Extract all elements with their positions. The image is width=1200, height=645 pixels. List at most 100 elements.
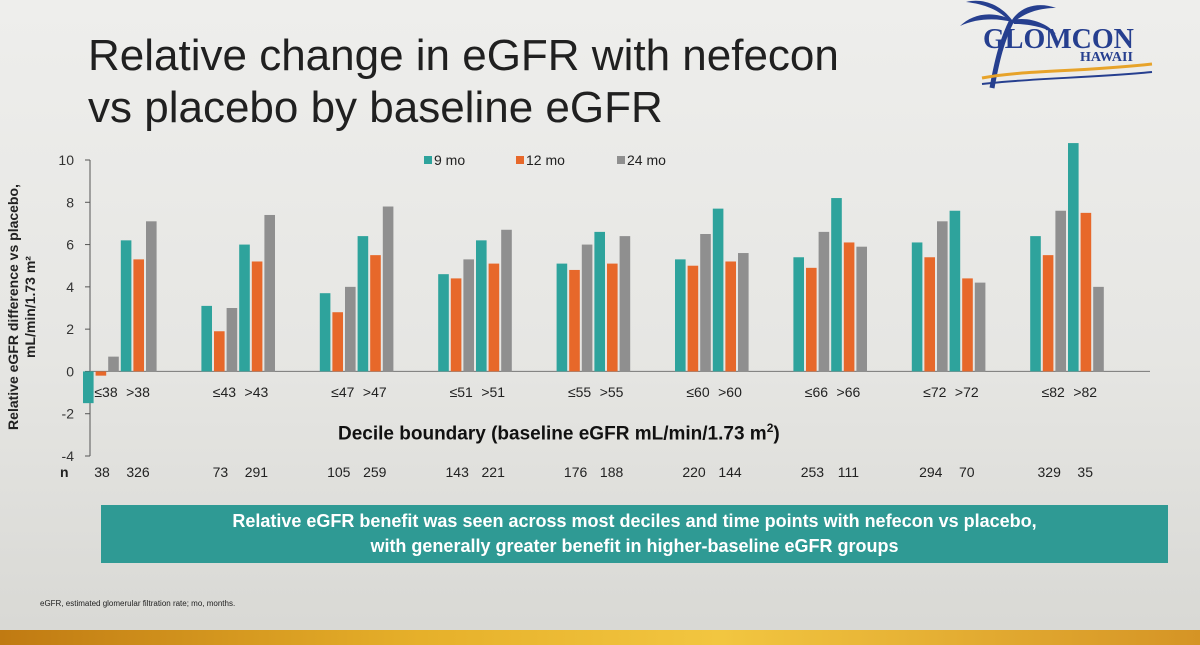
decile-label: >38 xyxy=(126,384,150,400)
bar xyxy=(675,259,686,372)
n-value: 259 xyxy=(363,464,387,480)
n-value: 35 xyxy=(1077,464,1093,480)
bar xyxy=(962,278,973,372)
bar xyxy=(345,286,356,372)
y-tick-label: -2 xyxy=(62,406,75,422)
decile-label: >51 xyxy=(481,384,505,400)
bar xyxy=(738,253,749,372)
bar xyxy=(83,371,94,404)
bar xyxy=(108,356,119,372)
bar xyxy=(949,210,961,372)
decile-label: ≤47 xyxy=(331,384,354,400)
bar xyxy=(319,293,331,372)
decile-label: ≤38 xyxy=(94,384,117,400)
bar xyxy=(264,214,275,372)
bar xyxy=(450,278,462,372)
bar xyxy=(974,282,986,372)
bar xyxy=(793,257,804,372)
legend-swatch xyxy=(424,156,432,164)
bar xyxy=(1080,212,1092,372)
bar xyxy=(843,242,855,372)
title-line-2: vs placebo by baseline eGFR xyxy=(88,82,663,132)
n-value: 294 xyxy=(919,464,943,480)
bar xyxy=(476,240,487,372)
y-tick-label: 8 xyxy=(66,194,74,210)
n-value: 221 xyxy=(482,464,506,480)
y-tick-label: 10 xyxy=(58,152,74,168)
n-value: 329 xyxy=(1038,464,1062,480)
bar xyxy=(725,261,736,372)
slide-title: Relative change in eGFR with nefecon vs … xyxy=(88,30,839,134)
y-tick-label: 4 xyxy=(66,279,74,295)
legend-label: 9 mo xyxy=(434,152,465,168)
bar xyxy=(1093,286,1104,372)
decile-label: >82 xyxy=(1073,384,1097,400)
chart-axes: -4 -2 0 2 4 6 8 10 xyxy=(58,152,1150,464)
n-value: 188 xyxy=(600,464,624,480)
n-value: 38 xyxy=(94,464,110,480)
bar xyxy=(239,244,250,372)
n-value: 253 xyxy=(801,464,825,480)
legend-swatch xyxy=(617,156,625,164)
decile-label: >60 xyxy=(718,384,742,400)
legend-label: 24 mo xyxy=(627,152,666,168)
bar xyxy=(569,269,580,372)
bar-chart: 9 mo 12 mo 24 mo -4 -2 0 2 4 6 8 10 ≤38 >38 38 326 ≤4… xyxy=(58,143,1150,480)
n-value: 143 xyxy=(446,464,470,480)
key-finding-banner: Relative eGFR benefit was seen across mo… xyxy=(101,505,1168,563)
bar xyxy=(1068,143,1079,372)
bar xyxy=(501,229,512,372)
bar xyxy=(1055,210,1066,372)
bar xyxy=(357,236,369,372)
legend-swatch xyxy=(516,156,524,164)
bar xyxy=(1042,255,1054,372)
bar xyxy=(556,263,568,372)
bar xyxy=(488,263,500,372)
decile-label: >55 xyxy=(600,384,624,400)
n-value: 111 xyxy=(838,464,859,480)
decile-label: ≤72 xyxy=(923,384,946,400)
bar xyxy=(831,198,842,372)
bar xyxy=(120,240,132,372)
n-value: 176 xyxy=(564,464,588,480)
bar xyxy=(700,234,711,372)
bar xyxy=(856,246,867,372)
bar xyxy=(463,259,474,372)
bar xyxy=(251,261,263,372)
decile-label: ≤43 xyxy=(213,384,236,400)
n-value: 105 xyxy=(327,464,351,480)
bar xyxy=(133,259,144,372)
decile-label: >72 xyxy=(955,384,979,400)
n-value: 326 xyxy=(126,464,150,480)
decile-label: ≤82 xyxy=(1042,384,1065,400)
bar xyxy=(911,242,923,372)
decile-label: ≤66 xyxy=(805,384,828,400)
bar xyxy=(146,221,157,372)
n-value: 291 xyxy=(245,464,269,480)
bar xyxy=(214,331,225,372)
bar xyxy=(1030,236,1041,372)
banner-line-2: with generally greater benefit in higher… xyxy=(370,536,899,556)
decile-label: >47 xyxy=(363,384,387,400)
logo-subtitle: HAWAII xyxy=(1080,50,1133,65)
n-value: 144 xyxy=(718,464,742,480)
glomcon-palm-logo-icon xyxy=(960,0,1153,89)
bar xyxy=(226,308,238,372)
bar xyxy=(438,274,449,372)
n-value: 73 xyxy=(213,464,229,480)
decile-label: ≤55 xyxy=(568,384,591,400)
legend-label: 12 mo xyxy=(526,152,565,168)
n-row-label: n xyxy=(60,464,69,480)
logo-name: GLOMCON xyxy=(983,24,1134,55)
bar xyxy=(619,236,631,372)
bar xyxy=(594,231,605,372)
y-tick-label: 2 xyxy=(66,321,74,337)
bar xyxy=(712,208,724,372)
bar xyxy=(95,371,107,376)
n-value: 220 xyxy=(682,464,706,480)
decile-label: ≤60 xyxy=(686,384,709,400)
bar xyxy=(607,263,618,372)
bar xyxy=(924,257,935,372)
footnote: eGFR, estimated glomerular filtration ra… xyxy=(40,599,236,608)
bar xyxy=(382,206,394,372)
